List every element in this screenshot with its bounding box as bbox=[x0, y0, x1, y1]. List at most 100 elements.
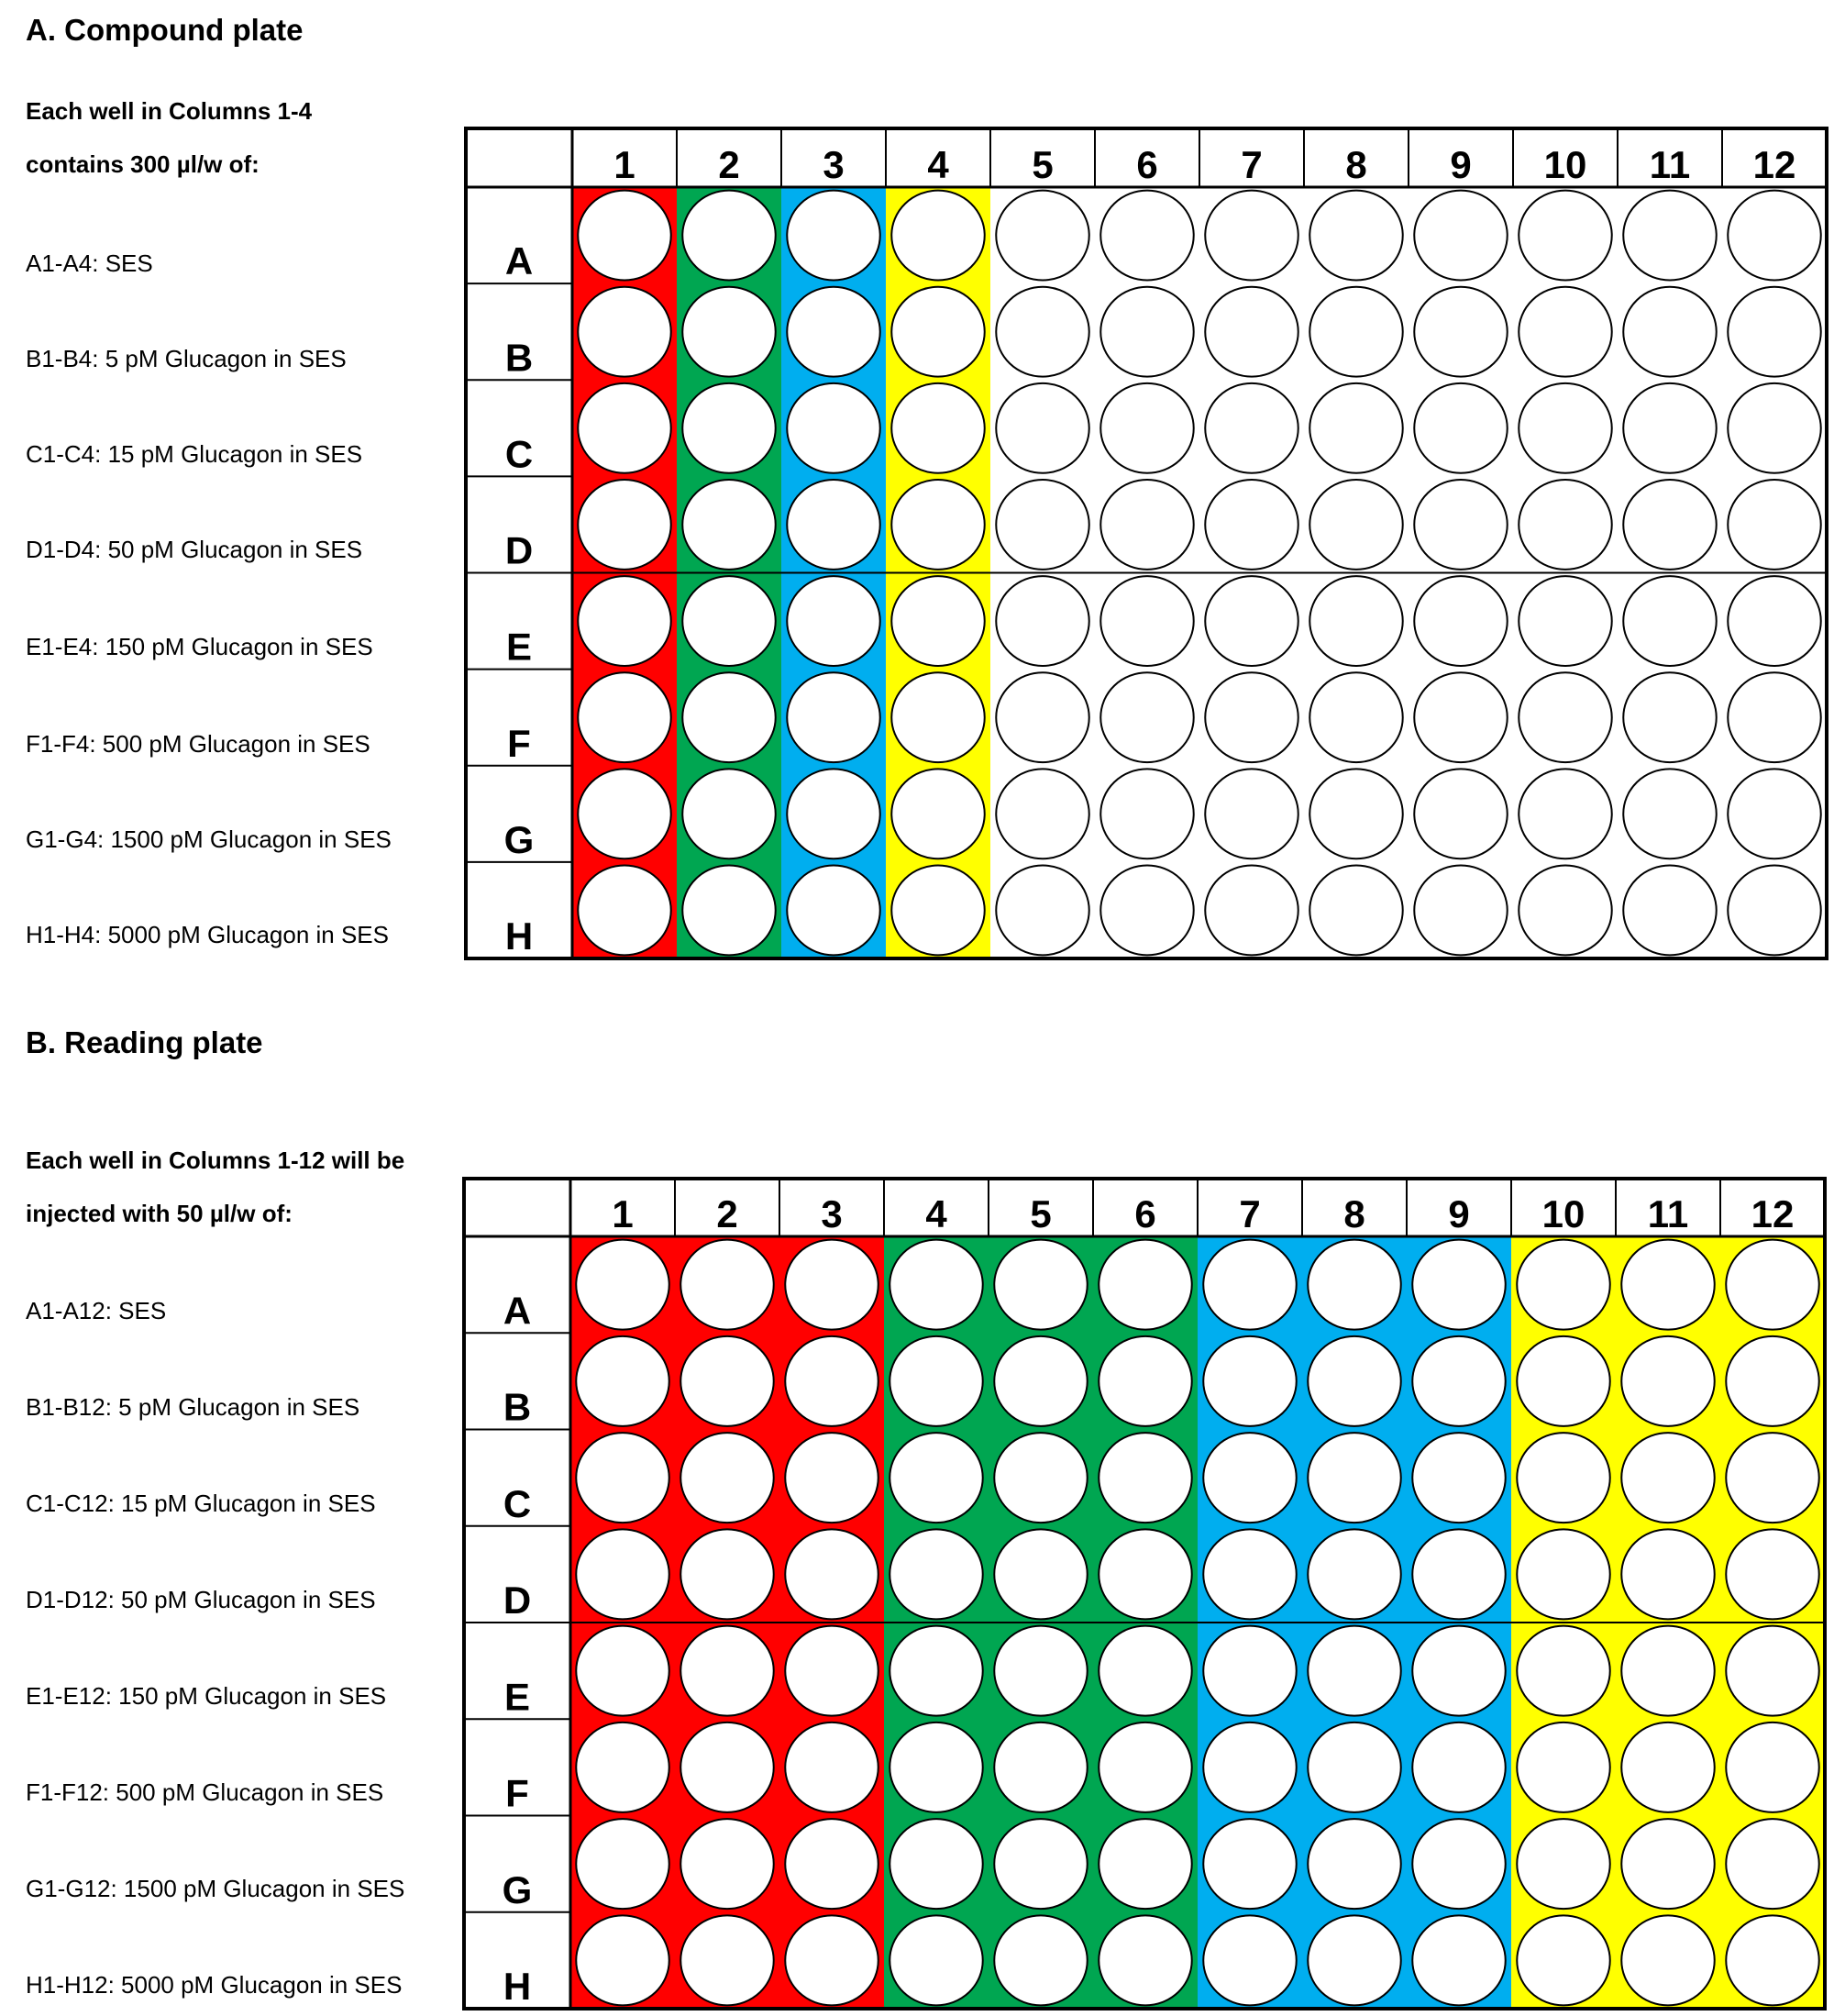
well-D5 bbox=[995, 479, 1090, 570]
well-E11 bbox=[1620, 1624, 1716, 1717]
well-H7 bbox=[1202, 1914, 1298, 2007]
well-D12 bbox=[1725, 1528, 1820, 1621]
well-D3 bbox=[786, 479, 881, 570]
well-C12 bbox=[1725, 1432, 1820, 1524]
well-A7 bbox=[1202, 1238, 1298, 1331]
well-H11 bbox=[1622, 864, 1718, 957]
well-C9 bbox=[1413, 382, 1508, 474]
well-C10 bbox=[1518, 382, 1613, 474]
well-G4 bbox=[889, 1818, 984, 1911]
well-G6 bbox=[1099, 768, 1195, 860]
well-D4 bbox=[890, 479, 986, 570]
well-D11 bbox=[1622, 479, 1718, 570]
well-A2 bbox=[679, 1238, 775, 1331]
well-G7 bbox=[1202, 1818, 1298, 1911]
well-E10 bbox=[1518, 575, 1613, 667]
column-label: 1 bbox=[613, 143, 635, 186]
well-D10 bbox=[1518, 479, 1613, 570]
well-H9 bbox=[1411, 1914, 1507, 2007]
well-A10 bbox=[1516, 1238, 1611, 1331]
row-label: F bbox=[507, 722, 531, 765]
well-C1 bbox=[575, 1432, 670, 1524]
well-C1 bbox=[577, 382, 672, 474]
well-A9 bbox=[1413, 189, 1508, 282]
well-F9 bbox=[1411, 1721, 1507, 1813]
panel-b-legend-item: A1-A12: SES bbox=[26, 1297, 167, 1324]
column-label: 5 bbox=[1032, 143, 1053, 186]
well-E5 bbox=[993, 1624, 1088, 1717]
well-A6 bbox=[1099, 189, 1195, 282]
well-F10 bbox=[1518, 671, 1613, 764]
row-label: C bbox=[505, 432, 533, 475]
well-F4 bbox=[889, 1721, 984, 1813]
well-B1 bbox=[577, 285, 672, 378]
well-C11 bbox=[1622, 382, 1718, 474]
well-F8 bbox=[1309, 671, 1404, 764]
well-F8 bbox=[1307, 1721, 1402, 1813]
well-C7 bbox=[1202, 1432, 1298, 1524]
column-label: 4 bbox=[925, 1192, 947, 1235]
well-F12 bbox=[1725, 1721, 1820, 1813]
well-H2 bbox=[679, 1914, 775, 2007]
column-label: 11 bbox=[1650, 143, 1690, 186]
panel-b-legend-item: D1-D12: 50 pM Glucagon in SES bbox=[26, 1586, 376, 1613]
column-label: 10 bbox=[1544, 143, 1587, 186]
well-E1 bbox=[577, 575, 672, 667]
column-label: 10 bbox=[1542, 1192, 1585, 1235]
well-G9 bbox=[1411, 1818, 1507, 1911]
well-F11 bbox=[1622, 671, 1718, 764]
well-F1 bbox=[577, 671, 672, 764]
well-B11 bbox=[1620, 1335, 1716, 1427]
well-E2 bbox=[679, 1624, 775, 1717]
well-E6 bbox=[1099, 575, 1195, 667]
well-F12 bbox=[1727, 671, 1822, 764]
well-G11 bbox=[1620, 1818, 1716, 1911]
column-label: 2 bbox=[716, 1192, 737, 1235]
well-C2 bbox=[681, 382, 777, 474]
panel-a-legend-item: C1-C4: 15 pM Glucagon in SES bbox=[26, 440, 363, 468]
well-B12 bbox=[1727, 285, 1822, 378]
row-label: E bbox=[504, 1675, 530, 1718]
panel-a-legend-item: E1-E4: 150 pM Glucagon in SES bbox=[26, 633, 373, 660]
well-G6 bbox=[1098, 1818, 1193, 1911]
well-G2 bbox=[679, 1818, 775, 1911]
well-E2 bbox=[681, 575, 777, 667]
well-C8 bbox=[1309, 382, 1404, 474]
well-G8 bbox=[1309, 768, 1404, 860]
well-B4 bbox=[890, 285, 986, 378]
well-E1 bbox=[575, 1624, 670, 1717]
panel-b-legend-item: E1-E12: 150 pM Glucagon in SES bbox=[26, 1682, 387, 1710]
row-label: E bbox=[506, 626, 532, 669]
row-label: B bbox=[505, 336, 533, 379]
well-E12 bbox=[1727, 575, 1822, 667]
well-C7 bbox=[1204, 382, 1299, 474]
panel-b-legend-item: F1-F12: 500 pM Glucagon in SES bbox=[26, 1778, 384, 1806]
panel-b-intro-line2: injected with 50 µl/w of: bbox=[26, 1200, 293, 1227]
column-label: 7 bbox=[1239, 1192, 1260, 1235]
well-D1 bbox=[575, 1528, 670, 1621]
well-H8 bbox=[1309, 864, 1404, 957]
well-F1 bbox=[575, 1721, 670, 1813]
well-B3 bbox=[786, 285, 881, 378]
well-D6 bbox=[1098, 1528, 1193, 1621]
well-H5 bbox=[993, 1914, 1088, 2007]
well-A11 bbox=[1620, 1238, 1716, 1331]
well-G11 bbox=[1622, 768, 1718, 860]
well-C10 bbox=[1516, 1432, 1611, 1524]
well-A9 bbox=[1411, 1238, 1507, 1331]
well-E6 bbox=[1098, 1624, 1193, 1717]
row-label: G bbox=[503, 1868, 533, 1911]
well-C8 bbox=[1307, 1432, 1402, 1524]
well-D6 bbox=[1099, 479, 1195, 570]
row-label: D bbox=[503, 1578, 531, 1622]
well-A3 bbox=[784, 1238, 879, 1331]
well-A1 bbox=[575, 1238, 670, 1331]
well-E7 bbox=[1204, 575, 1299, 667]
well-B3 bbox=[784, 1335, 879, 1427]
well-A4 bbox=[890, 189, 986, 282]
well-D3 bbox=[784, 1528, 879, 1621]
well-A2 bbox=[681, 189, 777, 282]
well-B12 bbox=[1725, 1335, 1820, 1427]
well-H10 bbox=[1518, 864, 1613, 957]
